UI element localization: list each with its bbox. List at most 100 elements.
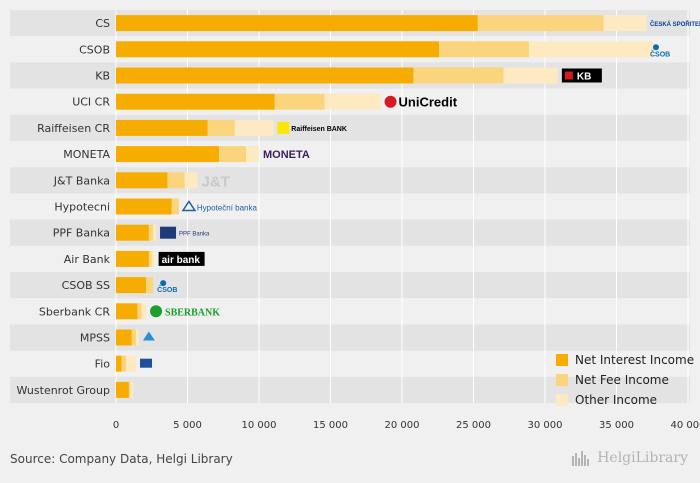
- row-band: [10, 167, 690, 194]
- legend-label: Net Fee Income: [575, 373, 669, 387]
- x-tick-label: 0: [113, 420, 119, 431]
- bar-other[interactable]: [184, 172, 198, 189]
- airbank-logo: air bank: [158, 251, 205, 266]
- bar-interest[interactable]: [116, 15, 478, 32]
- bar-other[interactable]: [234, 119, 274, 136]
- x-tick-label: 30 000: [528, 420, 563, 431]
- bar-interest[interactable]: [116, 146, 219, 163]
- chart: CS CSOB KB UCI CR Raiffeisen CR MONETA J&T Ban…: [10, 10, 700, 431]
- bar-other[interactable]: [324, 93, 381, 110]
- x-tick-label: 25 000: [456, 420, 491, 431]
- brand-name: HelgiLibrary: [597, 450, 688, 466]
- category-label: CSOB SS: [62, 279, 110, 292]
- bar-interest[interactable]: [116, 277, 147, 294]
- category-label: Sberbank CR: [39, 305, 110, 318]
- csob-ss-logo: ČSOB: [157, 280, 177, 294]
- category-label: UCI CR: [72, 96, 110, 109]
- bar-interest[interactable]: [116, 119, 208, 136]
- mpss-logo: [142, 331, 155, 341]
- x-tick-label: 35 000: [599, 420, 634, 431]
- x-tick-label: 5 000: [173, 420, 202, 431]
- bar-other[interactable]: [529, 41, 654, 58]
- bar-fee[interactable]: [148, 250, 152, 267]
- bar-interest[interactable]: [116, 41, 440, 58]
- bar-other[interactable]: [603, 15, 647, 32]
- row-band: [10, 324, 690, 351]
- bar-fee[interactable]: [477, 15, 604, 32]
- svg-text:PPF Banka: PPF Banka: [179, 232, 210, 238]
- category-label: J&T Banka: [53, 174, 110, 187]
- bar-other[interactable]: [153, 224, 157, 241]
- svg-text:air bank: air bank: [162, 255, 201, 266]
- x-tick-label: 10 000: [242, 420, 277, 431]
- bar-fee[interactable]: [128, 381, 131, 398]
- sberbank-logo: SBERBANK: [150, 305, 220, 318]
- bar-interest[interactable]: [116, 329, 132, 346]
- svg-text:ČSOB: ČSOB: [650, 49, 670, 58]
- category-label: Raiffeisen CR: [37, 122, 110, 135]
- library-icon: [572, 451, 590, 466]
- bar-other[interactable]: [126, 355, 137, 372]
- ppf-logo: PPF Banka: [160, 226, 210, 239]
- bar-interest[interactable]: [116, 355, 122, 372]
- brand-logo[interactable]: HelgiLibrary: [571, 450, 688, 466]
- ceska-sporitelna-logo: ČESKÁ SPOŘITELNA: [650, 20, 700, 28]
- bar-fee[interactable]: [171, 198, 179, 215]
- bar-fee[interactable]: [218, 146, 247, 163]
- legend-swatch: [556, 394, 568, 406]
- bar-other[interactable]: [136, 329, 139, 346]
- fio-logo: [140, 358, 153, 368]
- svg-text:ČESKÁ SPOŘITELNA: ČESKÁ SPOŘITELNA: [650, 20, 700, 28]
- category-label: MPSS: [80, 332, 110, 345]
- bar-other[interactable]: [141, 303, 147, 320]
- bar-fee[interactable]: [167, 172, 185, 189]
- kb-logo: KB: [561, 68, 602, 83]
- bar-interest[interactable]: [116, 303, 138, 320]
- bar-other[interactable]: [130, 381, 134, 398]
- category-label: CSOB: [79, 43, 110, 56]
- raiffeisen-logo: Raiffeisen BANK: [277, 121, 347, 134]
- bar-fee[interactable]: [207, 119, 235, 136]
- legend-item-other-income[interactable]: Other Income: [556, 390, 694, 410]
- legend-swatch: [556, 354, 568, 366]
- bar-fee[interactable]: [146, 277, 154, 294]
- legend: Net Interest Income Net Fee Income Other…: [556, 350, 694, 410]
- jt-logo: J&T: [202, 173, 230, 190]
- x-tick-label: 15 000: [313, 420, 348, 431]
- category-label: KB: [95, 70, 110, 83]
- bar-interest[interactable]: [116, 381, 129, 398]
- category-label: PPF Banka: [53, 227, 110, 240]
- legend-label: Other Income: [575, 393, 658, 407]
- bar-other[interactable]: [246, 146, 259, 163]
- svg-text:Raiffeisen BANK: Raiffeisen BANK: [291, 126, 347, 133]
- x-tick-label: 40 000: [671, 420, 700, 431]
- category-label: Hypotecni: [54, 201, 110, 214]
- bar-fee[interactable]: [148, 224, 154, 241]
- unicredit-logo: UniCredit: [384, 95, 458, 110]
- bar-interest[interactable]: [116, 172, 168, 189]
- legend-item-net-fee-income[interactable]: Net Fee Income: [556, 370, 694, 390]
- svg-text:MONETA: MONETA: [263, 149, 310, 161]
- bar-fee[interactable]: [121, 355, 127, 372]
- bar-interest[interactable]: [116, 67, 414, 84]
- bar-interest[interactable]: [116, 93, 275, 110]
- bar-fee[interactable]: [439, 41, 530, 58]
- category-label: MONETA: [63, 148, 110, 161]
- svg-text:J&T: J&T: [202, 173, 230, 190]
- bar-other[interactable]: [503, 67, 558, 84]
- legend-label: Net Interest Income: [575, 353, 695, 367]
- row-band: [10, 114, 690, 141]
- category-label: CS: [95, 17, 110, 30]
- bar-fee[interactable]: [131, 329, 137, 346]
- source-note: Source: Company Data, Helgi Library: [10, 452, 233, 466]
- bar-other[interactable]: [151, 250, 155, 267]
- bar-fee[interactable]: [274, 93, 325, 110]
- bar-interest[interactable]: [116, 198, 172, 215]
- row-band: [10, 219, 690, 246]
- bar-interest[interactable]: [116, 250, 149, 267]
- moneta-logo: MONETA: [263, 149, 310, 161]
- bar-fee[interactable]: [413, 67, 504, 84]
- legend-item-net-interest-income[interactable]: Net Interest Income: [556, 350, 694, 370]
- bar-interest[interactable]: [116, 224, 149, 241]
- bar-fee[interactable]: [137, 303, 142, 320]
